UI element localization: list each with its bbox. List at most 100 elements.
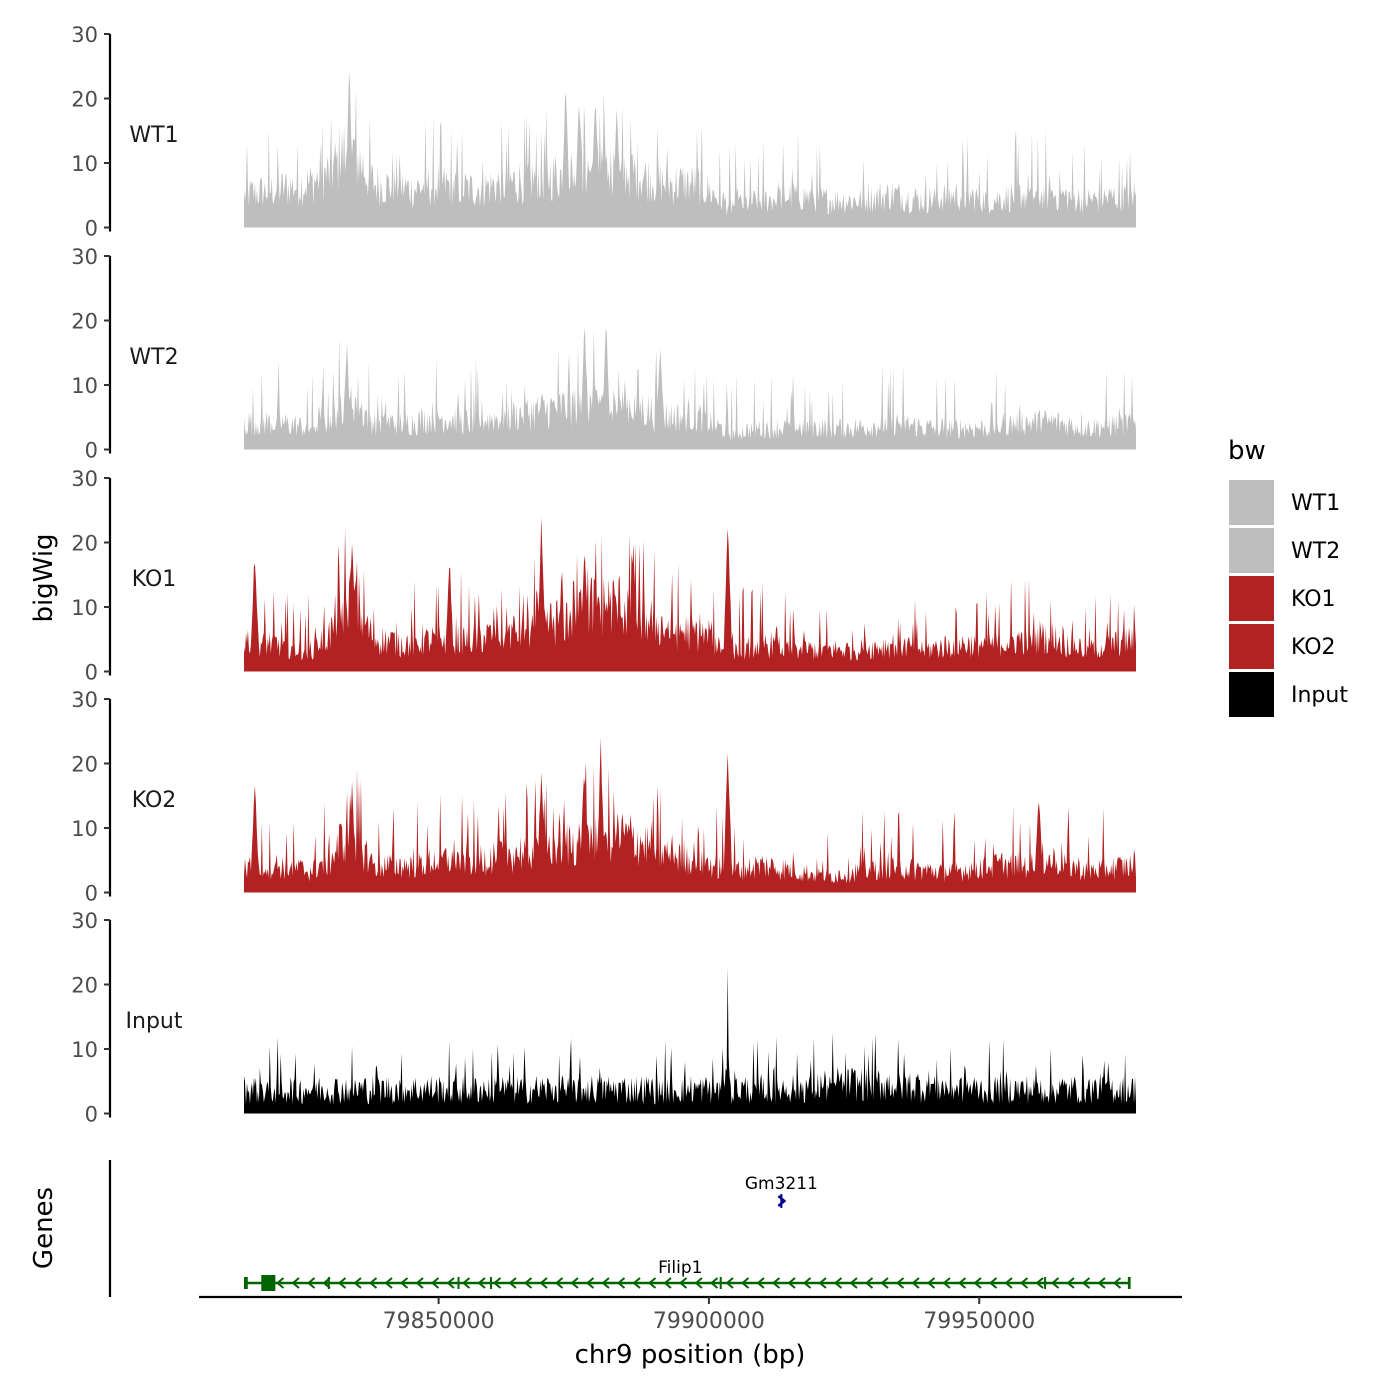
strand-arrow-icon [740,1277,750,1289]
strand-arrow-icon [771,1277,781,1289]
strand-arrow-icon [849,1277,858,1289]
track-wt1: 0 10 20 30 WT1 [71,23,1136,241]
legend-entry-wt1: WT1 [1229,480,1340,525]
y-tick-label: 30 [71,23,98,47]
legend-swatch [1229,672,1274,717]
exon-block [1127,1277,1131,1289]
x-axis-label: chr9 position (bp) [575,1340,806,1370]
track-label-input: Input [126,1009,183,1034]
strand-arrow-icon [430,1277,440,1289]
x-tick-label: 79900000 [653,1309,765,1334]
strand-arrow-icon [477,1277,486,1289]
signal-area-input [244,967,1136,1114]
strand-arrow-icon [777,1195,787,1207]
legend-title: bw [1228,436,1266,466]
gene-gm3211: Gm3211 [745,1174,818,1208]
strand-arrow-icon [353,1277,362,1289]
legend-label: Input [1291,683,1348,708]
strand-arrow-icon [1004,1277,1013,1289]
gene-label: Gm3211 [745,1174,818,1194]
strand-arrow-icon [694,1277,703,1289]
y-tick-label: 20 [71,532,98,556]
strand-arrow-icon [926,1277,936,1289]
legend-swatch [1229,624,1274,669]
strand-arrow-icon [570,1277,579,1289]
strand-arrow-icon [306,1277,316,1289]
strand-arrow-icon [833,1277,843,1289]
strand-arrow-icon [585,1277,595,1289]
legend-label: WT1 [1291,491,1340,516]
strand-arrow-icon [1066,1277,1075,1289]
gene-filip1: Filip1 [244,1258,1131,1291]
strand-arrow-icon [864,1277,874,1289]
y-tick-label: 30 [71,467,98,491]
gene-label: Filip1 [658,1258,702,1278]
strand-arrow-icon [880,1277,889,1289]
legend-entry-ko2: KO2 [1229,624,1336,669]
strand-arrow-icon [399,1277,409,1289]
y-tick-label: 10 [71,1038,98,1062]
x-tick-label: 79850000 [383,1309,495,1334]
y-tick-label: 0 [85,1103,98,1127]
strand-arrow-icon [1112,1277,1122,1289]
strand-arrow-icon [492,1277,502,1289]
legend-label: KO1 [1291,587,1336,612]
x-axis: 79850000 79900000 79950000 [199,1295,1182,1334]
legend-swatch [1229,576,1274,621]
track-ko1: 0 10 20 30 KO1 [71,467,1136,685]
y-tick-label: 10 [71,596,98,620]
signal-area-wt1 [244,72,1136,228]
exon-block [261,1275,276,1291]
strand-arrow-icon [601,1277,610,1289]
strand-arrow-icon [415,1277,424,1289]
strand-arrow-icon [802,1277,812,1289]
signal-area-wt2 [244,327,1136,450]
strand-arrow-icon [539,1277,548,1289]
genes-axis-label: Genes [29,1187,59,1269]
legend-label: KO2 [1291,635,1336,660]
legend: bw WT1 WT2 KO1 KO2 Input [1228,436,1348,717]
strand-arrow-icon [291,1277,300,1289]
strand-arrow-icon [1019,1277,1029,1289]
strand-arrow-icon [337,1277,347,1289]
legend-swatch [1229,480,1274,525]
track-ko2: 0 10 20 30 KO2 [71,688,1136,906]
legend-entry-ko1: KO1 [1229,576,1336,621]
exon-block [1044,1277,1047,1289]
strand-arrow-icon [461,1277,471,1289]
y-axis-label: bigWig [29,533,59,622]
strand-arrow-icon [275,1277,285,1289]
strand-arrow-icon [647,1277,657,1289]
strand-arrow-icon [663,1277,672,1289]
y-tick-label: 20 [71,88,98,112]
track-wt2: 0 10 20 30 WT2 [71,245,1136,463]
strand-arrow-icon [523,1277,533,1289]
track-label-wt2: WT2 [129,345,178,370]
track-label-wt1: WT1 [129,123,178,148]
exon-block [719,1277,722,1289]
y-tick-label: 0 [85,439,98,463]
strand-arrow-icon [988,1277,998,1289]
track-input: 0 10 20 30 Input [71,909,1136,1127]
y-tick-label: 30 [71,688,98,712]
signal-tracks: 0 10 20 30 WT1 0 10 20 30 WT2 0 10 20 30 KO1 0 10 20 30 KO2… [71,23,1136,1127]
strand-arrow-icon [632,1277,641,1289]
legend-entry-wt2: WT2 [1229,528,1340,573]
exon-block [489,1277,492,1289]
strand-arrow-icon [446,1277,455,1289]
strand-arrow-icon [818,1277,827,1289]
strand-arrow-icon [616,1277,626,1289]
y-tick-label: 20 [71,753,98,777]
y-tick-label: 0 [85,217,98,241]
strand-arrow-icon [756,1277,765,1289]
strand-arrow-icon [709,1277,719,1289]
genes-track: Gm3211 Filip1 [108,1160,1131,1297]
strand-arrow-icon [1050,1277,1060,1289]
y-tick-label: 0 [85,882,98,906]
signal-area-ko2 [244,737,1136,893]
y-tick-label: 20 [71,310,98,334]
strand-arrow-icon [1035,1277,1044,1289]
exon-block [457,1277,460,1289]
strand-arrow-icon [725,1277,734,1289]
strand-arrow-icon [895,1277,905,1289]
